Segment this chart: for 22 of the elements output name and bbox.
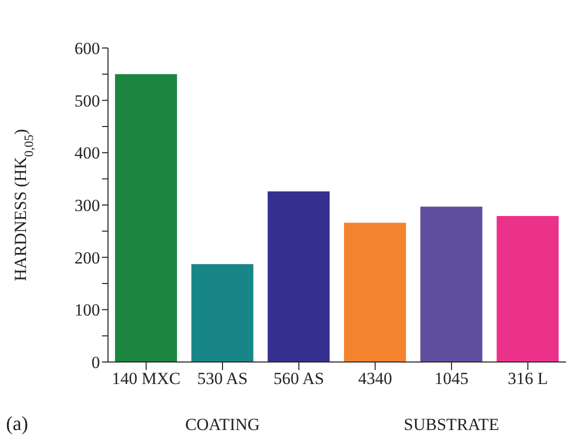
text: COATING (185, 415, 260, 434)
bar (115, 74, 177, 362)
x-tick-label: 560 AS (274, 369, 324, 388)
x-tick-label: 1045 (434, 369, 468, 388)
y-tick-label: 300 (74, 196, 100, 216)
x-tick-label: 530 AS (197, 369, 248, 388)
y-tick-label: 600 (74, 39, 100, 58)
x-tick-label: 316 L (508, 369, 548, 388)
text: (a) (6, 413, 28, 435)
bar (191, 264, 254, 362)
x-tick-label: 4340 (358, 369, 392, 388)
y-tick-label: 0 (92, 353, 100, 372)
y-tick-label: 500 (74, 91, 100, 110)
bar (268, 191, 330, 362)
bar (496, 216, 559, 362)
x-tick-label: 140 MXC (112, 369, 180, 388)
text: SUBSTRATE (404, 415, 500, 434)
y-tick-label: 100 (74, 300, 100, 320)
bar (420, 206, 482, 362)
y-tick-label: 200 (74, 248, 100, 268)
bar (344, 222, 406, 362)
y-tick-label: 400 (74, 144, 100, 163)
